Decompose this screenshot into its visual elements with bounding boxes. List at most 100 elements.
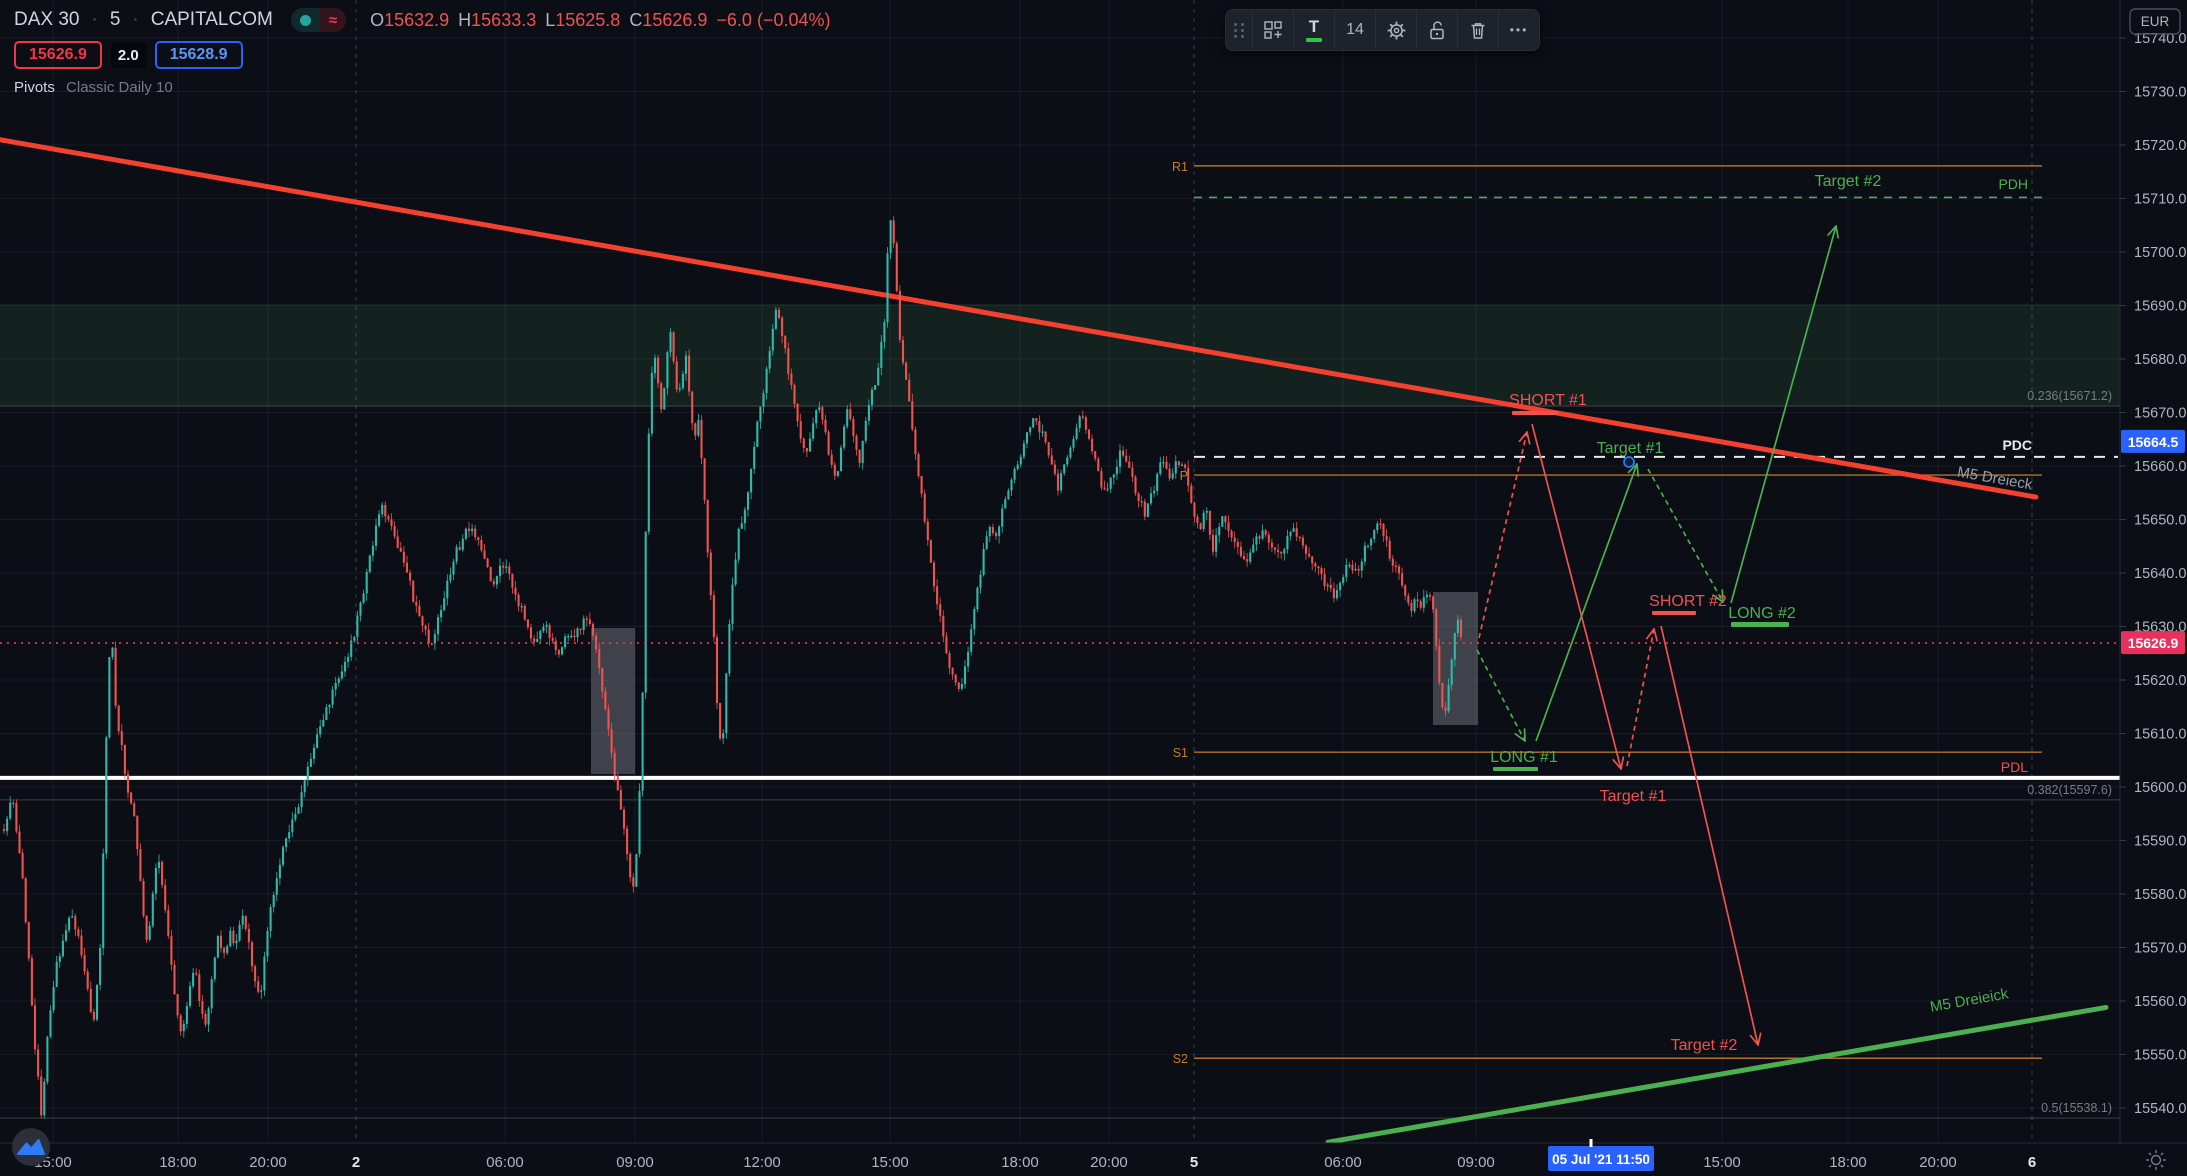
indicator-name[interactable]: Pivots [14,79,55,96]
indicator-row[interactable]: Pivots Classic Daily 10 [14,79,830,96]
candle-body [1267,534,1270,543]
short2-target[interactable] [1660,625,1759,1046]
entry-level-line[interactable] [1652,611,1696,615]
candle-body [815,410,818,424]
short1-target[interactable] [1531,423,1622,770]
market-open-icon[interactable] [290,8,320,32]
text-color-icon: T [1306,18,1322,42]
delete-button[interactable] [1458,10,1498,50]
candle-body [756,421,759,447]
candle-body [343,661,347,672]
time-axis[interactable]: 15:00 18:00 20:00 2 06:00 09:00 12:00 15:00 18:0… [34,1139,2036,1171]
long2-label[interactable]: LONG #2 [1728,605,1796,622]
candle-body [694,423,697,436]
candle-body [117,705,120,732]
candle-body [728,623,731,674]
template-button[interactable] [1253,10,1293,50]
target-point-marker[interactable] [1623,456,1635,468]
target2-short-label[interactable]: Target #2 [1671,1037,1738,1054]
pivot-label-r1[interactable]: R1 [1172,160,1188,174]
font-size-button[interactable]: 14 [1346,21,1364,38]
pdh-label[interactable]: PDH [1998,176,2028,192]
entry-level-line[interactable] [1493,767,1538,771]
candle-body [951,667,954,675]
interval-value[interactable]: 5 [109,9,121,30]
path-to-long1[interactable] [1476,649,1526,742]
currency-badge[interactable] [2129,8,2181,35]
short2-label[interactable]: SHORT #2 [1649,593,1727,610]
candle-body [471,528,474,532]
long1-target[interactable] [1535,463,1638,742]
short1-label[interactable]: SHORT #1 [1509,392,1587,409]
downtrend-line[interactable] [0,137,2039,500]
theme-toggle-icon[interactable] [2146,1150,2166,1170]
entry-level-line[interactable] [1731,622,1789,627]
candle-body [598,649,601,669]
candle-body [1404,585,1407,596]
time-label: 06:00 [486,1154,524,1171]
candle-body [1370,538,1373,546]
spread-value: 2.0 [110,42,146,68]
candle-body [1041,431,1044,433]
candle-body [365,571,368,594]
candle-body [9,802,12,819]
candle-body [254,966,257,982]
toolbar-drag-handle[interactable] [1226,10,1252,50]
price-tick-label: 15620.0 [2134,673,2186,689]
price-axis[interactable]: 15740.0 15730.0 15720.0 15710.0 15700.0 15690… [2120,8,2186,1170]
gear-icon [1387,21,1405,39]
lock-button[interactable] [1417,10,1457,50]
exchange-name[interactable]: CAPITALCOM [150,9,273,30]
approx-price-icon[interactable]: ≈ [319,8,347,32]
candle-body [1001,508,1004,527]
candle-body [1354,568,1357,571]
sell-button[interactable]: 15626.9 [14,41,102,69]
candle-body [464,528,467,539]
long1-label[interactable]: LONG #1 [1490,749,1558,766]
candle-body [1128,461,1131,468]
candle-body [164,885,167,911]
uptrend-line[interactable] [1325,1004,2109,1143]
buy-button[interactable]: 15628.9 [154,41,243,69]
candle-body [495,576,498,585]
candle-body [740,523,743,529]
crosshair-time-label: 05 Jul '21 11:50 [1552,1152,1650,1167]
price-tick-label: 15650.0 [2134,513,2186,529]
pivot-label-s2[interactable]: S2 [1173,1052,1188,1066]
settings-button[interactable] [1376,10,1416,50]
sun-core [2150,1154,2162,1166]
time-label: 09:00 [616,1154,654,1171]
target1-long-label[interactable]: Target #1 [1597,440,1664,457]
candle-body [130,792,133,804]
high-label: H [458,9,472,30]
text-color-button[interactable]: T [1294,10,1334,50]
candle-body [24,878,27,923]
entry-level-line[interactable] [1512,411,1558,415]
pdl-label[interactable]: PDL [2001,759,2028,775]
pdc-label[interactable]: PDC [2002,437,2032,453]
symbol-title[interactable]: DAX 30 [14,9,80,30]
candle-body [1422,597,1425,608]
pivot-label-p[interactable]: P [1180,469,1188,483]
pivot-label-s1[interactable]: S1 [1173,746,1188,760]
path-to-long2[interactable] [1647,468,1724,603]
highlight-box[interactable] [591,628,635,774]
candle-body [864,420,867,441]
candle-body [1326,584,1329,587]
broker-logo[interactable] [12,1128,50,1166]
target2-long-label[interactable]: Target #2 [1815,173,1882,190]
more-options-button[interactable]: ••• [1509,23,1529,37]
price-tag [2121,429,2185,453]
drawing-toolbar[interactable]: T 14 [1225,9,1540,51]
candle-body [142,881,145,916]
long2-target[interactable] [1730,225,1837,604]
market-status-pill[interactable]: ≈ [290,8,347,32]
candle-body [27,922,30,959]
candle-body [657,357,660,384]
fib-zone-band[interactable] [0,303,2120,407]
candle-body [1388,540,1391,559]
candle-body [46,1036,49,1082]
candle-body [858,449,861,464]
target1-short-label[interactable]: Target #1 [1600,788,1667,805]
